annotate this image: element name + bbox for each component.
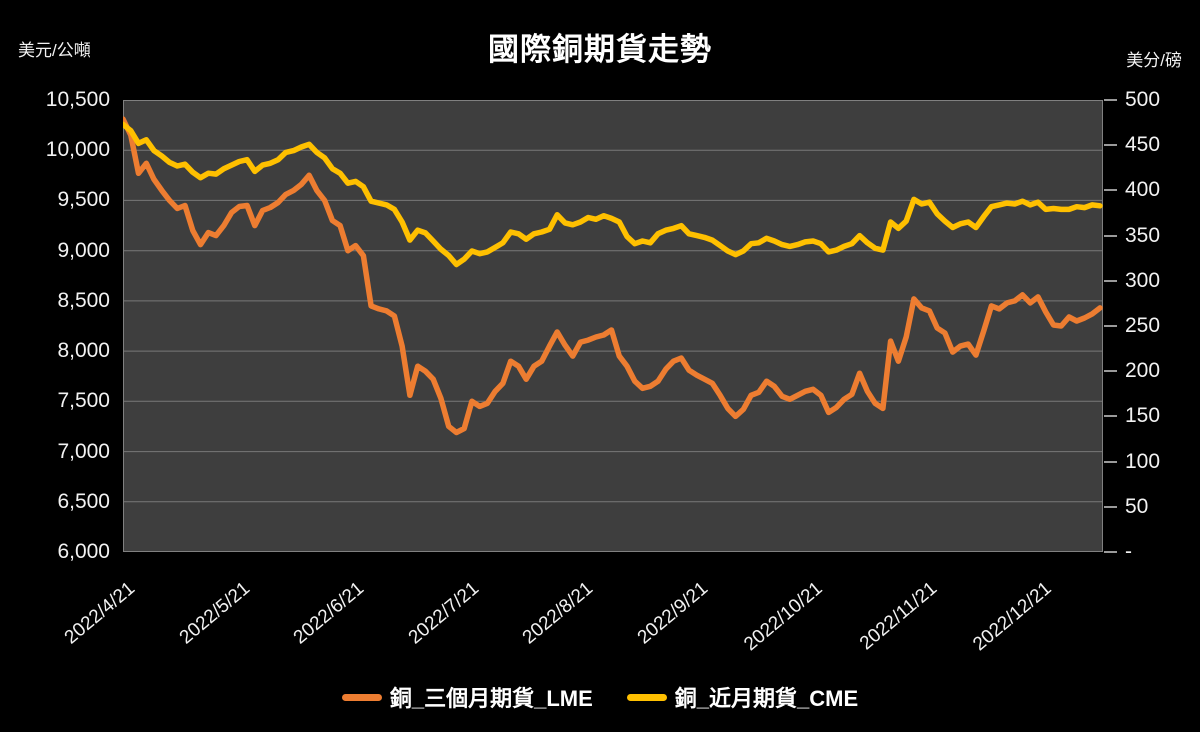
right-axis-tick-mark <box>1104 370 1117 373</box>
right-axis-tick-mark <box>1104 551 1117 553</box>
right-axis-tick-label: 500 <box>1125 88 1161 111</box>
left-axis-tick-label: 10,000 <box>45 138 110 162</box>
x-axis-tick-label: 2022/4/21 <box>61 578 140 649</box>
right-axis-tick-label: 400 <box>1125 178 1161 202</box>
right-axis-tick-mark <box>1104 144 1117 147</box>
right-axis-tick-label: 250 <box>1125 314 1161 337</box>
line-chart <box>123 100 1103 552</box>
right-axis-tick-label: 50 <box>1125 494 1149 518</box>
right-axis-tick-mark <box>1104 325 1117 327</box>
left-axis-tick-label: 7,500 <box>57 389 110 413</box>
right-axis-tick-label: 350 <box>1125 223 1161 247</box>
right-axis-tick-mark <box>1104 99 1117 101</box>
right-axis-tick-mark <box>1104 460 1117 463</box>
x-axis-tick-label: 2022/11/21 <box>855 578 941 655</box>
plot-border <box>123 100 1103 552</box>
legend-item-cme: 銅_近月期貨_CME <box>626 681 859 713</box>
right-axis-tick-label: 150 <box>1125 404 1161 428</box>
right-axis-tick-mark <box>1104 279 1117 282</box>
left-axis-tick-label: 8,500 <box>57 288 110 312</box>
right-axis-tick-mark <box>1104 189 1117 192</box>
left-axis-tick-label: 9,500 <box>57 188 110 212</box>
x-axis-tick-label: 2022/5/21 <box>175 578 254 649</box>
left-axis-tick-label: 8,000 <box>57 339 110 363</box>
right-axis-tick-mark <box>1104 415 1117 418</box>
x-axis-tick-label: 2022/10/21 <box>740 578 827 656</box>
legend-item-lme: 銅_三個月期貨_LME <box>341 681 593 713</box>
x-axis-tick-label: 2022/8/21 <box>519 578 598 649</box>
legend-label-lme: 銅_三個月期貨_LME <box>389 686 593 711</box>
legend-label-cme: 銅_近月期貨_CME <box>674 686 859 711</box>
right-axis-tick-label: - <box>1125 540 1132 563</box>
x-axis-tick-label: 2022/7/21 <box>404 578 483 649</box>
x-axis-tick-label: 2022/6/21 <box>290 578 369 649</box>
plot-area <box>123 100 1103 552</box>
lme-series-line <box>123 116 1103 436</box>
left-axis-tick-label: 9,000 <box>57 238 110 262</box>
legend: 銅_三個月期貨_LME 銅_近月期貨_CME <box>0 681 1200 713</box>
x-axis-tick-label: 2022/12/21 <box>969 578 1056 656</box>
left-axis-unit-label: 美元/公噸 <box>18 41 91 60</box>
right-axis-tick-label: 300 <box>1125 268 1161 292</box>
left-axis-tick-label: 6,000 <box>57 540 110 563</box>
right-axis-tick-mark <box>1104 234 1117 237</box>
left-axis-tick-label: 7,000 <box>57 439 110 463</box>
lme-line-swatch <box>341 693 382 701</box>
cme-series-line <box>123 121 1103 268</box>
right-axis-tick-label: 450 <box>1125 133 1161 157</box>
left-axis-tick-label: 10,500 <box>45 88 110 111</box>
left-axis-tick-label: 6,500 <box>57 489 110 513</box>
right-axis-unit-label: 美分/磅 <box>1126 51 1182 70</box>
right-axis-tick-label: 100 <box>1125 449 1161 473</box>
chart-title: 國際銅期貨走勢 <box>488 32 712 67</box>
x-axis-tick-label: 2022/9/21 <box>633 578 712 649</box>
right-axis-tick-label: 200 <box>1125 359 1161 383</box>
cme-line-swatch <box>626 693 667 701</box>
right-axis-tick-mark <box>1104 505 1117 508</box>
